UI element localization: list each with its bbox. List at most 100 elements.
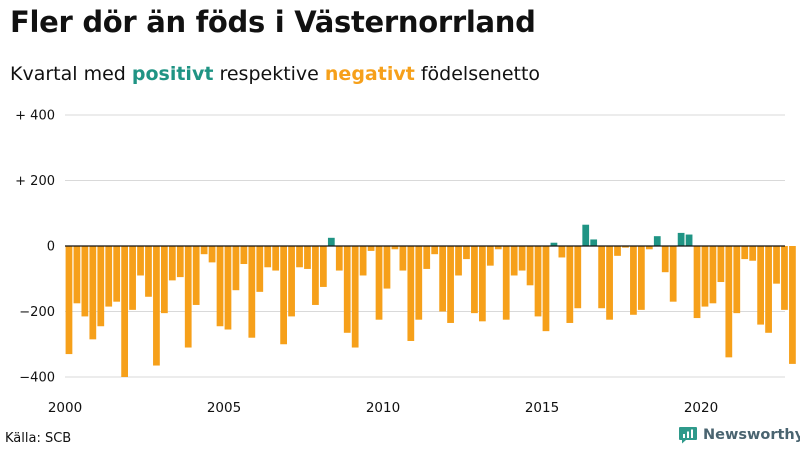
bar-negative [463,246,470,260]
bar-positive [582,224,590,246]
bar-negative [566,246,574,323]
bar-negative [757,246,764,325]
newsworthy-logo-icon [679,427,697,444]
bar-negative [399,246,407,271]
bar-negative [216,246,224,327]
bar-negative [320,246,327,287]
bar-positive [653,236,661,247]
y-tick-label: + 200 [15,174,55,189]
bar-negative [574,246,582,309]
bar-negative [200,246,208,255]
subtitle-text-end: födelsenetto [414,63,541,85]
brand-logo: Newsworthy [678,426,800,444]
bar-negative [431,246,439,255]
bar-negative [280,246,287,345]
bar-negative [638,246,645,310]
bar-negative [606,246,613,320]
bar-negative [486,246,494,266]
y-tick-label: −200 [19,305,55,320]
bar-negative [168,246,176,281]
bar-positive [590,239,598,246]
bar-negative [407,246,415,341]
bar-negative [375,246,383,320]
bar-negative [367,246,375,251]
bar-negative [391,246,399,250]
bar-negative [296,246,303,268]
bar-negative [622,246,629,248]
bar-negative [709,246,717,304]
bar-negative [335,246,343,271]
bar-negative [598,246,605,309]
bar-positive [327,237,335,246]
bar-negative [455,246,462,276]
bar-negative [733,246,741,314]
bar-negative [343,246,351,333]
bar-negative [614,246,621,256]
bar-negative [741,246,749,260]
bar-negative [518,246,526,271]
bar-negative [773,246,780,284]
bar-negative [161,246,168,314]
bar-negative [129,246,136,310]
y-tick-label: −400 [19,371,55,386]
bar-negative [312,246,319,305]
bar-negative [765,246,772,333]
bar-negative [447,246,454,323]
bar-negative [630,246,637,315]
bar-negative [232,246,240,291]
bar-negative [351,246,359,348]
y-tick-label: + 400 [15,109,55,124]
source-note: Källa: SCB [5,431,72,446]
bar-negative [749,246,757,261]
x-axis-tick-labels: 2000 2005 2010 2015 2020 [48,400,718,416]
bar-negative [65,246,73,355]
bar-negative [73,246,81,304]
bar-negative [105,246,113,307]
bar-positive [550,242,558,246]
bar-negative [701,246,709,307]
bar-negative [192,246,200,305]
bars [65,224,796,377]
bar-negative [256,246,264,292]
x-tick-label: 2020 [684,400,718,416]
bar-negative [248,246,256,338]
chart-subtitle: Kvartal med positivt respektive negativt… [10,63,540,85]
bar-negative [224,246,232,330]
bar-negative [264,246,272,268]
subtitle-negative-label: negativt [324,63,415,85]
bar-negative [479,246,486,322]
bar-negative [494,246,502,250]
y-axis-tick-labels: −400 −200 0 + 200 + 400 [15,109,55,386]
x-tick-label: 2015 [525,400,559,416]
chart-title: Fler dör än föds i Västernorrland [10,5,536,39]
bar-negative [89,246,97,340]
bar-negative [669,246,677,302]
bar-negative [383,246,391,289]
bar-positive [685,234,693,246]
bar-negative [542,246,550,332]
bar-negative [789,246,796,364]
bar-negative [510,246,518,276]
x-tick-label: 2010 [366,400,400,416]
bar-negative [645,246,653,250]
bar-negative [145,246,152,297]
x-tick-label: 2005 [207,400,241,416]
subtitle-positive-label: positivt [131,63,214,85]
bar-negative [661,246,669,273]
bar-negative [502,246,510,320]
bar-negative [423,246,431,269]
subtitle-text-start: Kvartal med [10,63,132,85]
bar-negative [208,246,216,263]
bar-negative [304,246,311,269]
bar-negative [471,246,478,314]
bar-negative [288,246,295,317]
bar-negative [439,246,446,312]
subtitle-text-middle: respektive [213,63,325,85]
brand-name: Newsworthy [703,427,800,443]
bar-negative [558,246,566,258]
bar-negative [781,246,788,310]
bar-negative [526,246,534,286]
x-tick-label: 2000 [48,400,82,416]
bar-negative [176,246,184,278]
